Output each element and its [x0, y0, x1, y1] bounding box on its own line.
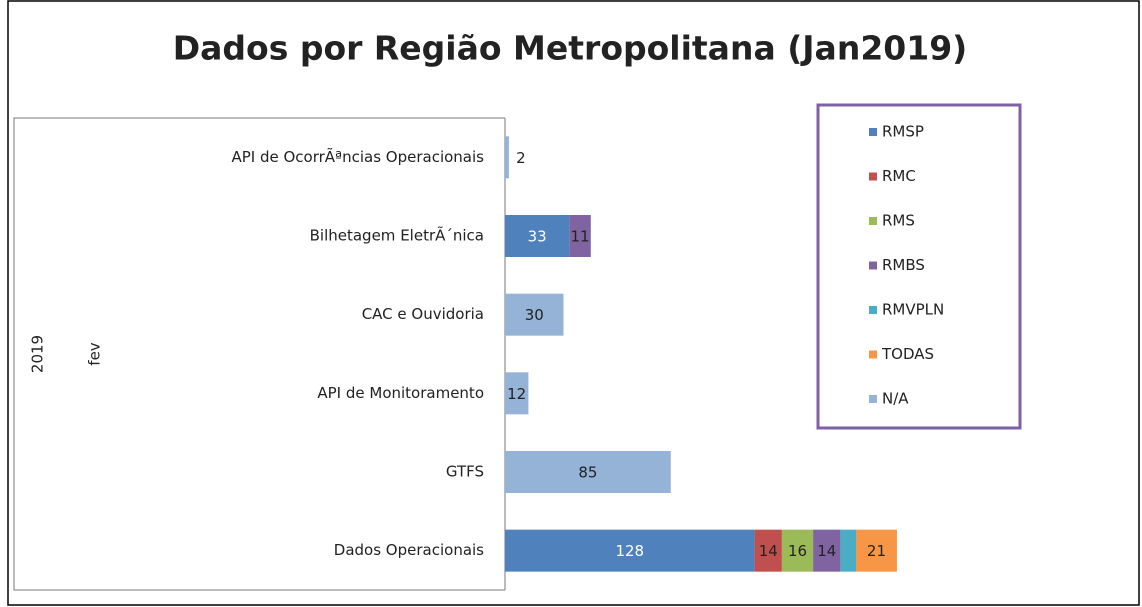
legend-swatch: [869, 261, 877, 270]
data-label: 85: [578, 464, 597, 482]
data-label: 11: [571, 228, 590, 246]
data-label: 21: [867, 542, 886, 560]
data-label: 33: [528, 228, 547, 246]
bar-segment: [754, 529, 782, 572]
legend-label: RMSP: [882, 123, 924, 141]
bar-segment: [505, 293, 564, 336]
data-label: 128: [615, 542, 644, 560]
group-label: 2019: [29, 335, 47, 373]
bar-segment: [505, 136, 509, 179]
legend-swatch: [869, 172, 877, 181]
legend-swatch: [869, 306, 877, 314]
data-label: 30: [525, 306, 544, 324]
bar-segment: [856, 529, 897, 572]
legend-swatch: [869, 128, 877, 136]
bar-segment: [505, 529, 755, 572]
data-label: 16: [788, 542, 807, 560]
bar-segment: [840, 529, 856, 572]
legend-label: RMVPLN: [882, 301, 944, 319]
data-label: 14: [759, 542, 778, 560]
bar-segment: [505, 451, 671, 493]
legend-label: RMBS: [882, 256, 925, 274]
bar-segment: [813, 529, 841, 572]
group-label: fev: [86, 342, 104, 366]
legend-swatch: [869, 395, 877, 403]
data-label: 2: [516, 149, 526, 167]
y-tick-label: GTFS: [446, 463, 484, 481]
chart-title: Dados por Região Metropolitana (Jan2019): [173, 29, 968, 68]
y-tick-label: API de Monitoramento: [317, 384, 484, 402]
legend-label: RMC: [882, 167, 916, 185]
legend-label: TODAS: [881, 345, 934, 363]
y-tick-label: API de OcorrÃªncias Operacionais: [231, 147, 484, 166]
bar-segment: [505, 372, 529, 415]
legend-label: RMS: [882, 212, 915, 230]
y-tick-label: Bilhetagem EletrÃ´nica: [310, 226, 484, 245]
bar-segment: [505, 215, 570, 257]
y-tick-label: Dados Operacionais: [334, 541, 484, 559]
data-label: 12: [507, 385, 526, 403]
legend-label: N/A: [882, 390, 909, 408]
legend-swatch: [869, 217, 877, 225]
legend-swatch: [869, 350, 877, 359]
data-label: 14: [817, 542, 836, 560]
legend-box: [816, 103, 1022, 430]
y-tick-label: CAC e Ouvidoria: [362, 305, 484, 323]
bar-segment: [781, 529, 814, 572]
bar-segment: [569, 215, 591, 257]
category-axis-box: [13, 117, 505, 591]
